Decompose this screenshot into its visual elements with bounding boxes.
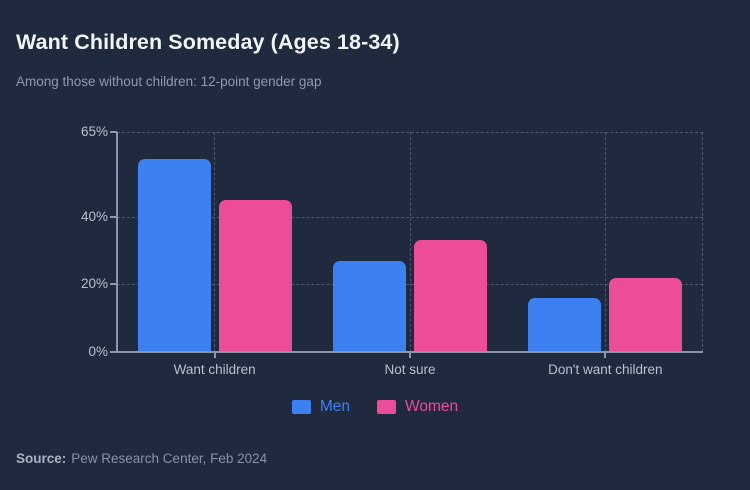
plot-area	[116, 132, 703, 353]
x-axis-label: Not sure	[384, 362, 436, 377]
y-tick-mark	[110, 131, 117, 133]
y-axis-line	[116, 132, 118, 353]
x-tick-mark	[409, 352, 411, 358]
bar-men-don-t-want-children	[528, 297, 602, 352]
y-tick-label: 20%	[80, 276, 108, 292]
x-tick-mark	[604, 352, 607, 358]
bar-women-don-t-want-children	[609, 277, 683, 352]
y-tick-label: 0%	[88, 344, 108, 359]
y-tick-mark	[110, 283, 117, 286]
legend: Men Women	[0, 398, 750, 416]
legend-swatch-women	[377, 400, 397, 414]
bar-women-not-sure	[414, 240, 487, 352]
legend-swatch-men	[291, 400, 311, 414]
x-axis-line	[117, 351, 703, 353]
chart-subtitle: Among those without children: 12-point g…	[16, 74, 322, 89]
x-tick-mark	[213, 352, 216, 358]
x-axis-label: Want children	[173, 362, 256, 377]
source-label: Source:	[16, 451, 67, 466]
chart-title: Want Children Someday (Ages 18-34)	[16, 30, 400, 54]
source-text: Pew Research Center, Feb 2024	[71, 451, 268, 466]
gridline-vertical	[409, 132, 411, 352]
y-tick-mark	[110, 215, 117, 218]
y-tick-label: 40%	[80, 208, 108, 224]
gridline-horizontal	[117, 284, 703, 286]
source-note: Source: Pew Research Center, Feb 2024	[16, 451, 267, 466]
legend-label-men: Men	[319, 398, 351, 415]
gridline-horizontal	[117, 216, 703, 218]
plot-right-border	[702, 132, 703, 352]
bar-women-want-children	[218, 199, 292, 352]
gridline-vertical	[604, 132, 606, 352]
x-axis-label: Don't want children	[548, 362, 663, 377]
y-tick-mark	[110, 351, 117, 353]
gridline-vertical	[214, 132, 216, 352]
bar-men-not-sure	[333, 260, 406, 352]
gridline-horizontal	[117, 132, 703, 133]
y-tick-label: 65%	[80, 124, 108, 139]
bar-men-want-children	[137, 159, 211, 352]
legend-label-women: Women	[405, 398, 459, 415]
legend-item-women: Women	[377, 398, 458, 416]
legend-item-men: Men	[291, 398, 351, 416]
